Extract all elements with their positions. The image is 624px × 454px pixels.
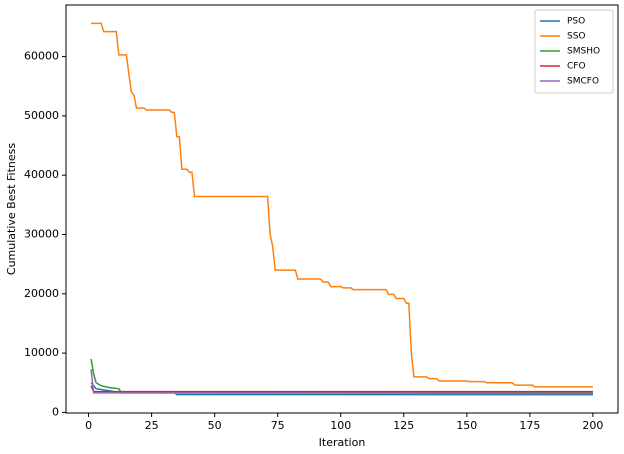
legend: PSO SSO SMSHO CFO SMCFO: [534, 9, 614, 94]
legend-label: SSO: [567, 32, 586, 42]
plot-frame: [65, 4, 619, 414]
x-tick-label: 125: [393, 419, 414, 432]
y-tick-label: 10000: [24, 346, 59, 359]
legend-label: SMSHO: [567, 47, 600, 57]
x-axis-label: Iteration: [319, 436, 366, 449]
series-line: [90, 369, 593, 395]
y-tick-label: 20000: [24, 287, 59, 300]
y-tick-label: 40000: [24, 168, 59, 181]
series-line: [90, 358, 593, 394]
x-tick-label: 0: [85, 419, 92, 432]
legend-box: [534, 9, 614, 94]
series-line: [90, 385, 593, 393]
x-tick-label: 25: [145, 419, 159, 432]
x-tick-label: 100: [330, 419, 351, 432]
legend-label: SMCFO: [567, 77, 599, 87]
series-line: [91, 22, 593, 388]
legend-label: CFO: [567, 62, 586, 72]
y-tick-label: 50000: [24, 109, 59, 122]
y-tick-label: 0: [52, 405, 59, 418]
x-tick-label: 50: [208, 419, 222, 432]
x-tick-label: 175: [519, 419, 540, 432]
legend-label: PSO: [567, 17, 585, 27]
y-tick-label: 30000: [24, 228, 59, 241]
x-tick-label: 150: [456, 419, 477, 432]
x-tick-label: 200: [582, 419, 603, 432]
x-tick-label: 75: [271, 419, 285, 432]
y-axis-label: Cumulative Best Fitness: [5, 143, 18, 276]
y-tick-label: 60000: [24, 50, 59, 63]
